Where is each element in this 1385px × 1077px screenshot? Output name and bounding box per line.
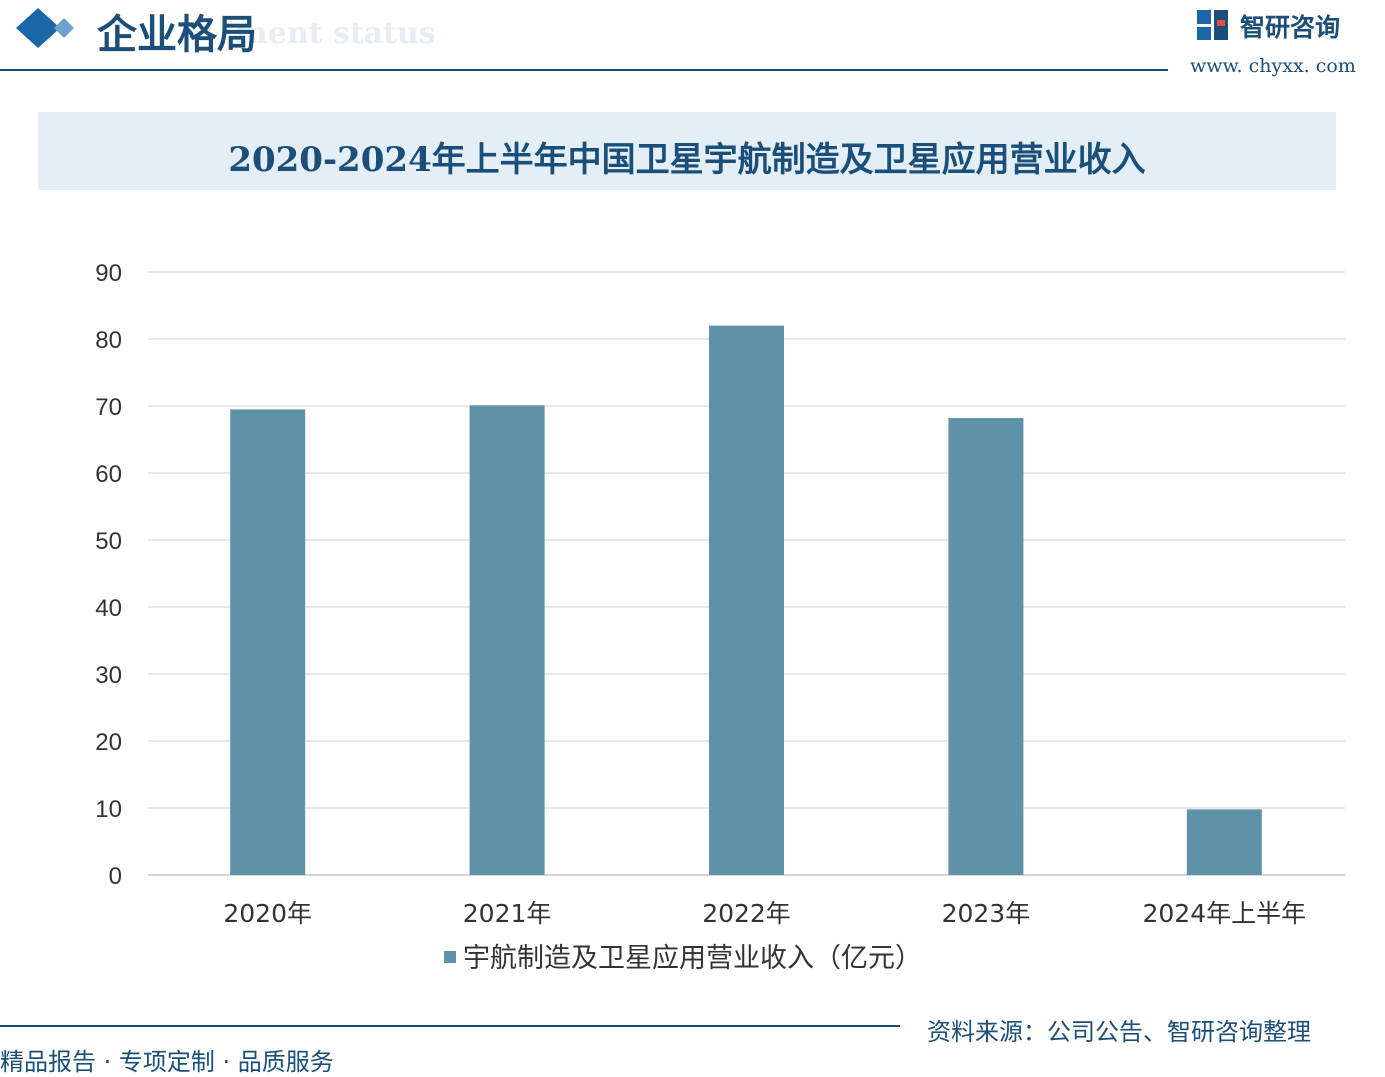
bar: [469, 405, 545, 875]
section-subtitle: ment status: [236, 16, 436, 51]
diamond-icon: [16, 8, 74, 48]
footer-rule: [0, 1025, 900, 1027]
x-tick-label: 2022年: [702, 899, 791, 928]
x-tick-label: 2021年: [463, 899, 552, 928]
legend-swatch: [444, 951, 456, 963]
footer-slogan: 精品报告 · 专项定制 · 品质服务: [0, 1048, 334, 1076]
x-tick-label: 2020年: [223, 899, 312, 928]
bar: [709, 325, 784, 876]
y-tick-label: 20: [95, 729, 122, 756]
x-tick-label: 2023年: [942, 899, 1031, 928]
chart-title-band: [38, 112, 1336, 190]
y-tick-label: 80: [95, 327, 122, 354]
x-tick-label: 2024年上半年: [1142, 899, 1306, 928]
section-title: 企业格局: [97, 11, 257, 58]
y-tick-label: 0: [109, 863, 122, 890]
header-rule: [0, 69, 1168, 71]
bar: [1186, 809, 1262, 875]
chart-title: 2020-2024年上半年中国卫星宇航制造及卫星应用营业收入: [228, 140, 1146, 180]
y-tick-label: 30: [95, 662, 122, 689]
bar: [230, 409, 306, 875]
source-note: 资料来源：公司公告、智研咨询整理: [927, 1018, 1311, 1046]
y-tick-label: 40: [95, 595, 122, 622]
logo-text: 智研咨询: [1240, 13, 1341, 42]
y-tick-label: 90: [95, 260, 122, 287]
logo-url: www. chyxx. com: [1190, 55, 1356, 77]
y-tick-label: 60: [95, 461, 122, 488]
bar: [948, 418, 1024, 875]
legend-label: 宇航制造及卫星应用营业收入（亿元）: [463, 943, 922, 974]
y-tick-label: 70: [95, 394, 122, 421]
bar-chart: 0 10 20 30 40 50 60 70 80 90 2020年 2021年 2022年 2023年 2…: [95, 260, 1345, 974]
y-tick-label: 10: [95, 796, 122, 823]
y-tick-label: 50: [95, 528, 122, 555]
logo-icon: [1197, 10, 1228, 40]
